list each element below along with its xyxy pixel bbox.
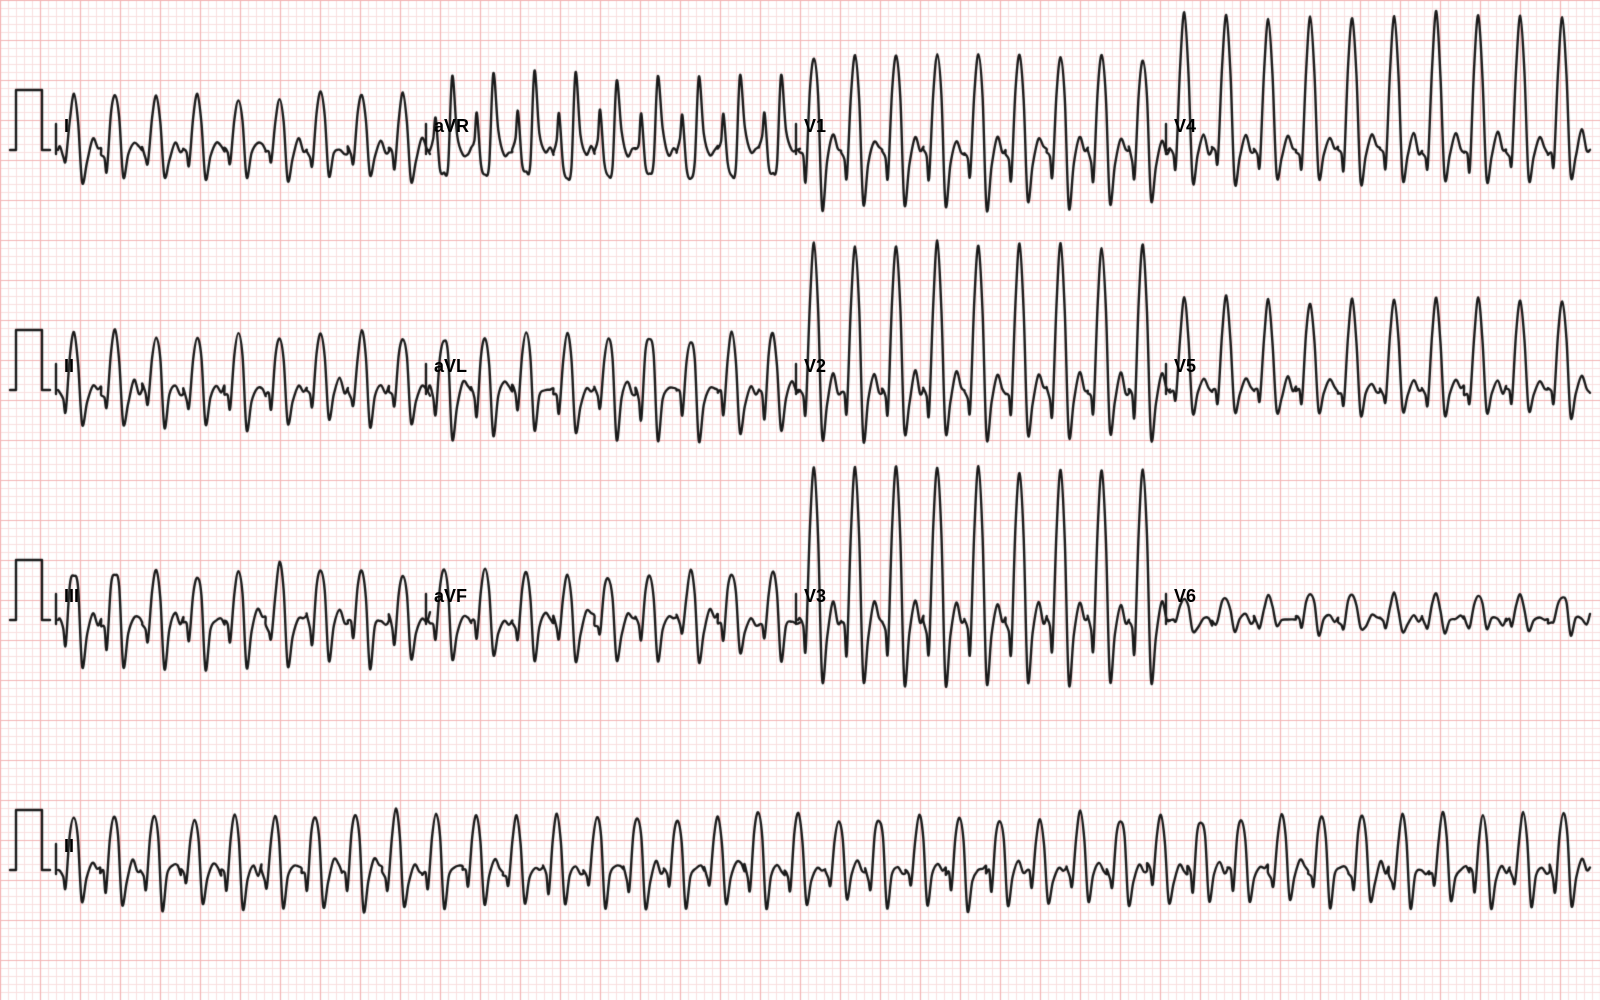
- ecg-canvas: [0, 0, 1600, 1000]
- ecg-chart: IaVRV1V4IIaVLV2V5IIIaVFV3V6II: [0, 0, 1600, 1000]
